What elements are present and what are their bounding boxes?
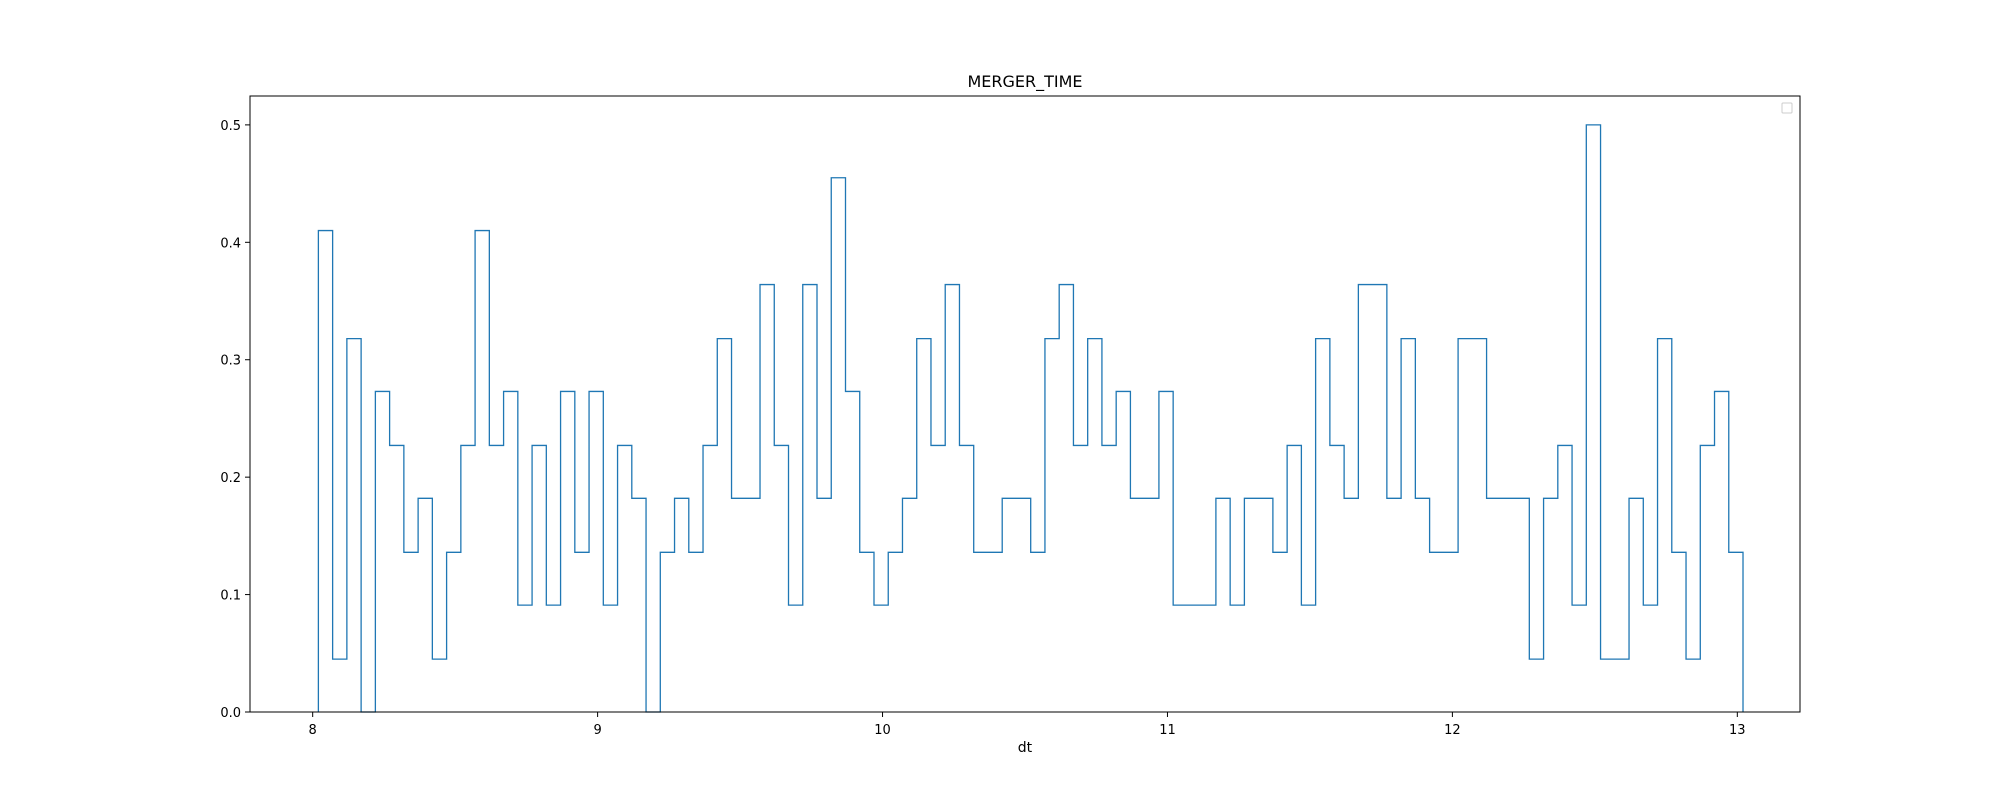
legend-box xyxy=(1781,102,1793,114)
chart-title: MERGER_TIME xyxy=(967,72,1082,92)
x-tick-label: 10 xyxy=(874,723,891,738)
y-tick-label: 0.3 xyxy=(220,354,241,369)
y-tick-label: 0.5 xyxy=(220,119,241,134)
histogram-steps xyxy=(317,124,1744,713)
x-tick-label: 9 xyxy=(593,723,601,738)
plot-frame xyxy=(249,95,1801,713)
y-axis-ticks: 0.0 0.1 0.2 0.3 0.4 0.5 xyxy=(220,119,250,721)
x-axis-ticks: 8 9 10 11 12 13 xyxy=(309,712,1746,738)
x-tick-label: 12 xyxy=(1444,723,1461,738)
y-tick-label: 0.1 xyxy=(220,589,241,604)
x-tick-label: 8 xyxy=(309,723,317,738)
y-tick-label: 0.4 xyxy=(220,236,241,251)
y-tick-label: 0.2 xyxy=(220,471,241,486)
x-tick-label: 11 xyxy=(1159,723,1176,738)
y-tick-label: 0.0 xyxy=(220,706,241,721)
x-tick-label: 13 xyxy=(1729,723,1746,738)
histogram-step-line xyxy=(317,124,1744,713)
x-axis-label: dt xyxy=(1018,740,1033,756)
